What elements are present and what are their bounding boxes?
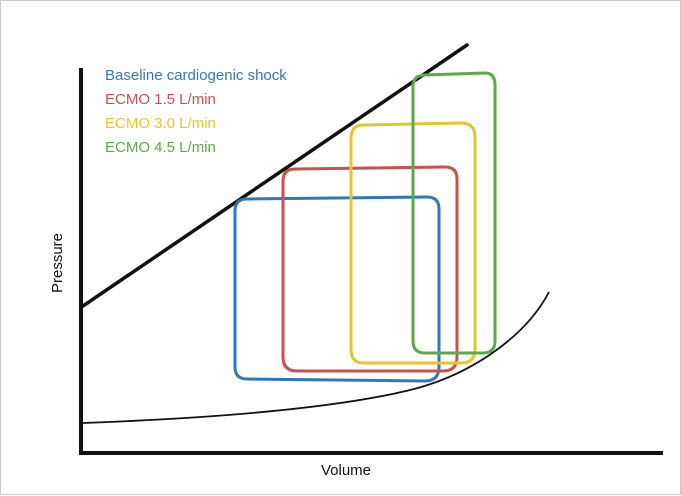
y-axis-label: Pressure bbox=[49, 233, 66, 293]
legend: Baseline cardiogenic shock ECMO 1.5 L/mi… bbox=[105, 67, 287, 156]
end-diastolic-pressure-volume-curve bbox=[82, 291, 550, 424]
x-axis-label: Volume bbox=[321, 462, 371, 479]
ecmo-3-0-loop bbox=[349, 121, 477, 365]
ecmo-4-5-loop bbox=[411, 71, 497, 355]
legend-item-baseline: Baseline cardiogenic shock bbox=[105, 67, 287, 84]
legend-item-ecmo-4-5: ECMO 4.5 L/min bbox=[105, 139, 216, 156]
baseline-cardiogenic-shock-loop bbox=[233, 195, 441, 383]
ecmo-1-5-loop bbox=[281, 165, 459, 373]
legend-item-ecmo-3-0: ECMO 3.0 L/min bbox=[105, 115, 216, 132]
legend-item-ecmo-1-5: ECMO 1.5 L/min bbox=[105, 91, 216, 108]
end-systolic-pressure-volume-line bbox=[81, 43, 469, 308]
